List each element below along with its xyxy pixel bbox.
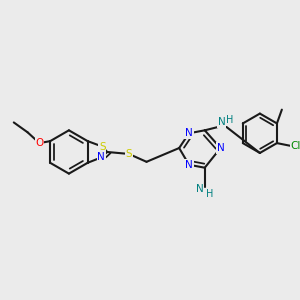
Text: N: N xyxy=(217,143,224,153)
Text: Cl: Cl xyxy=(290,141,300,151)
Text: N: N xyxy=(98,152,105,162)
Text: N: N xyxy=(218,117,225,128)
Text: H: H xyxy=(206,189,213,199)
Text: N: N xyxy=(185,160,193,170)
Text: S: S xyxy=(125,149,132,159)
Text: O: O xyxy=(35,138,44,148)
Text: N: N xyxy=(196,184,204,194)
Text: S: S xyxy=(99,142,106,152)
Text: N: N xyxy=(185,128,193,138)
Text: H: H xyxy=(226,116,233,125)
